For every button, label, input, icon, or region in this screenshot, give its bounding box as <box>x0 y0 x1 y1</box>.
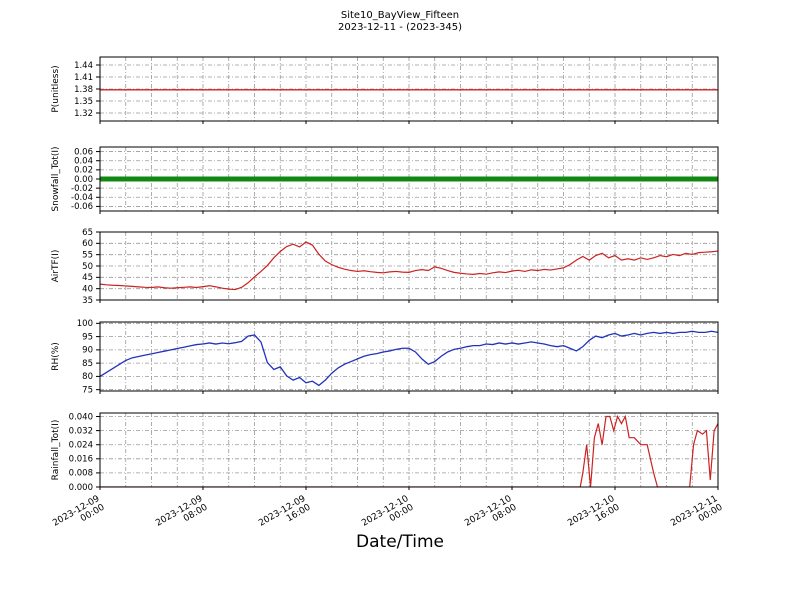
y-tick-label: 75 <box>82 385 93 395</box>
grid <box>100 57 718 121</box>
panel-Rainfall_Tot: 0.000 0.008 0.016 0.024 0.032 0.040 Rainfall_T… <box>51 412 719 493</box>
y-tick-label: 1.35 <box>74 97 93 107</box>
y-axis-label-P: P(unitless) <box>51 65 61 112</box>
y-tick-label: 95 <box>82 332 93 342</box>
y-tick-label: 80 <box>82 372 93 382</box>
y-axis-label-Snowfall_Tot: Snowfall_Tot(I) <box>51 146 61 211</box>
y-tick-label: 1.32 <box>74 109 93 119</box>
y-tick-label: 65 <box>82 228 93 238</box>
y-tick-label: -0.02 <box>71 184 93 194</box>
panel-Snowfall_Tot: -0.06-0.04-0.020.000.020.040.06 Snowfall_… <box>51 146 719 214</box>
y-tick-label: 0.016 <box>69 455 93 465</box>
x-tick-label: 2023-12-1008:00 <box>463 494 519 538</box>
chart-title-line1: Site10_BayView_Fifteen <box>340 10 460 21</box>
y-tick-label: 0.02 <box>74 166 93 176</box>
y-tick-label: 40 <box>82 284 93 294</box>
y-tick-label: 0.032 <box>69 426 93 436</box>
y-axis-label-AirTF: AirTF(I) <box>51 250 61 283</box>
panel-RH: 75 80 85 90 95 100 RH(%) <box>51 319 719 395</box>
y-tick-label: 50 <box>82 262 93 272</box>
y-tick-label: -0.04 <box>71 193 93 203</box>
y-tick-label: 0.008 <box>69 469 93 479</box>
y-tick-label: 0.06 <box>74 147 93 157</box>
y-tick-label: -0.06 <box>71 202 93 212</box>
y-tick-label: 35 <box>82 296 93 306</box>
y-axis-label-Rainfall_Tot: Rainfall_Tot(I) <box>51 420 61 481</box>
y-tick-label: 60 <box>82 239 93 249</box>
y-tick-label: 90 <box>82 346 93 356</box>
y-tick-label: 0.04 <box>74 157 93 167</box>
x-axis-label: Date/Time <box>356 532 444 552</box>
x-tick-label: 2023-12-1000:00 <box>360 494 416 538</box>
y-tick-label: 0.024 <box>69 441 93 451</box>
chart-title-line2: 2023-12-11 - (2023-345) <box>337 22 463 33</box>
y-tick-label: 85 <box>82 359 93 369</box>
y-tick-label: 100 <box>77 319 93 329</box>
grid <box>100 322 718 391</box>
grid <box>100 413 718 487</box>
series-AirTF <box>100 241 718 291</box>
x-tick-labels: 2023-12-0900:00 2023-12-0908:00 2023-12-09… <box>51 494 725 538</box>
y-tick-label: 1.44 <box>74 61 93 71</box>
x-tick-label: 2023-12-0900:00 <box>51 494 107 538</box>
series-RH <box>100 330 718 387</box>
grid <box>100 232 718 300</box>
series-Rainfall_Tot <box>100 414 718 487</box>
y-axis-label-RH: RH(%) <box>51 342 61 371</box>
y-tick-label: 55 <box>82 250 93 260</box>
x-tick-label: 2023-12-1016:00 <box>566 494 622 538</box>
y-tick-label: 1.38 <box>74 85 93 95</box>
x-tick-label: 2023-12-1100:00 <box>669 494 725 538</box>
x-tick-label: 2023-12-0916:00 <box>257 494 313 538</box>
x-tick-label: 2023-12-0908:00 <box>154 494 210 538</box>
y-tick-label: 45 <box>82 273 93 283</box>
chart-title: Site10_BayView_Fifteen 2023-12-11 - (202… <box>0 10 800 34</box>
y-tick-label: 0.00 <box>74 175 93 185</box>
y-tick-label: 0.000 <box>69 483 93 493</box>
y-tick-label: 1.41 <box>74 73 93 83</box>
panel-P: 1.32 1.35 1.38 1.41 1.44 P(unitless) <box>51 56 719 124</box>
y-tick-label: 0.040 <box>69 412 93 422</box>
